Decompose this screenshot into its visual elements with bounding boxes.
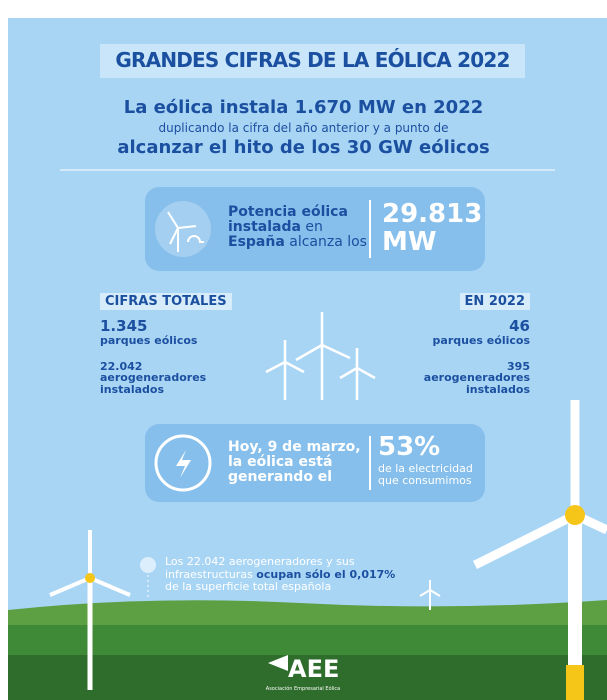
year-parks-value: 46 bbox=[509, 317, 530, 335]
year-parks-label: parques eólicos bbox=[433, 334, 530, 347]
logo: AEE bbox=[288, 655, 339, 683]
totals-label: CIFRAS TOTALES bbox=[100, 293, 232, 310]
today-text: Hoy, 9 de marzo, la eólica está generand… bbox=[228, 440, 363, 485]
headline-sub: duplicando la cifra del año anterior y a… bbox=[40, 121, 567, 135]
logo-subtitle: Asociación Empresarial Eólica bbox=[243, 686, 363, 692]
today-caption: de la electricidad que consumimos bbox=[378, 463, 483, 487]
text: alcanza los bbox=[289, 234, 367, 250]
totals-parks-label: parques eólicos bbox=[100, 334, 197, 347]
today-value: 53% bbox=[378, 432, 440, 462]
headline: La eólica instala 1.670 MW en 2022 bbox=[40, 97, 567, 118]
note: Los 22.042 aerogeneradores y sus infraes… bbox=[165, 556, 400, 594]
title: GRANDES CIFRAS DE LA EÓLICA 2022 bbox=[100, 48, 525, 72]
year-label: EN 2022 bbox=[460, 293, 530, 310]
infographic: GRANDES CIFRAS DE LA EÓLICA 2022 La eóli… bbox=[0, 0, 607, 700]
totals-turbines-label: aerogeneradores instalados bbox=[100, 372, 210, 396]
text: en bbox=[305, 219, 323, 235]
value: 29.813 bbox=[382, 200, 482, 228]
totals-parks-value: 1.345 bbox=[100, 317, 147, 335]
unit: MW bbox=[382, 228, 482, 256]
year-turbines-label: aerogeneradores instalados bbox=[420, 372, 530, 396]
text: España bbox=[228, 234, 285, 250]
text: Potencia eólica instalada bbox=[228, 204, 348, 235]
capacity-text: Potencia eólica instalada en España alca… bbox=[228, 205, 368, 250]
headline-goal: alcanzar el hito de los 30 GW eólicos bbox=[40, 137, 567, 158]
text: de la superficie total española bbox=[165, 580, 331, 593]
text: ocupan sólo el 0,017% bbox=[256, 568, 395, 581]
